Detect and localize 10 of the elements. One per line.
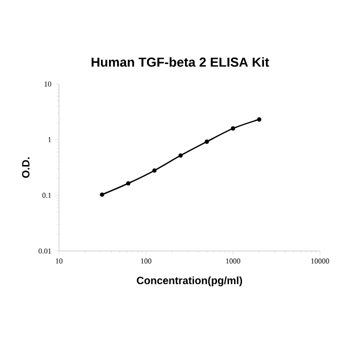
y-axis-title: O.D. bbox=[22, 157, 30, 178]
point bbox=[204, 140, 209, 144]
point bbox=[257, 117, 262, 122]
chart-title: Human TGF-beta 2 ELISA Kit bbox=[92, 57, 270, 67]
point bbox=[230, 126, 236, 131]
point bbox=[178, 153, 183, 158]
point bbox=[152, 168, 157, 173]
point bbox=[126, 181, 130, 186]
point bbox=[100, 192, 104, 197]
x-axis-title: Concentration(pg/ml) bbox=[136, 276, 242, 286]
